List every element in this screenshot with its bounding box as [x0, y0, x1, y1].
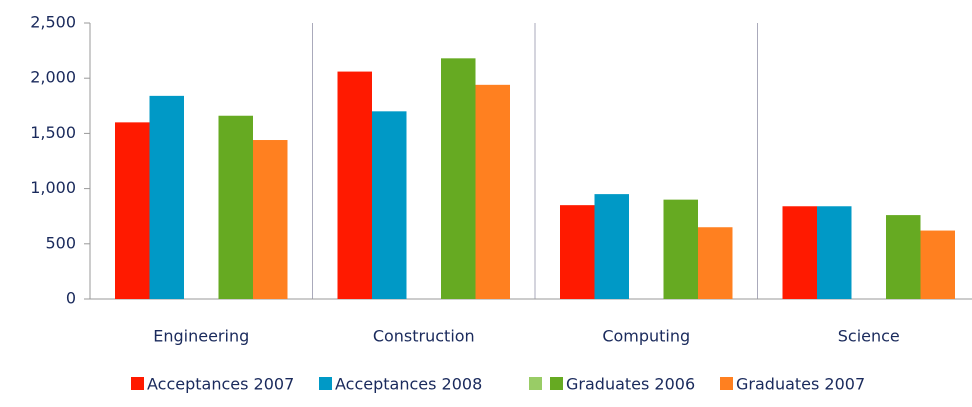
- y-tick-label: 0: [66, 289, 76, 308]
- bar: [817, 206, 852, 299]
- bar: [218, 115, 253, 300]
- bar: [594, 194, 629, 299]
- bar: [441, 58, 476, 299]
- legend-label: Acceptances 2007: [147, 375, 294, 394]
- legend-label: Graduates 2007: [736, 375, 865, 394]
- bar: [920, 230, 955, 299]
- legend-swatch: [529, 377, 542, 390]
- bar: [115, 122, 150, 299]
- legend-swatch: [720, 377, 733, 390]
- x-tick-label: Computing: [602, 327, 690, 346]
- x-tick-label: Engineering: [153, 327, 249, 346]
- bar: [663, 199, 698, 299]
- bar: [149, 95, 184, 299]
- bar: [372, 111, 407, 299]
- y-tick-label: 1,500: [30, 123, 76, 142]
- bar: [253, 140, 288, 299]
- y-tick-label: 500: [45, 233, 76, 252]
- legend-swatch: [131, 377, 144, 390]
- legend-label: Graduates 2006: [566, 375, 695, 394]
- bar: [475, 84, 510, 299]
- bar: [337, 71, 372, 300]
- bar: [782, 206, 817, 299]
- legend-swatch: [319, 377, 332, 390]
- x-tick-label: Construction: [373, 327, 475, 346]
- legend-swatch: [550, 377, 563, 390]
- y-tick-label: 1,000: [30, 178, 76, 197]
- x-tick-label: Science: [838, 327, 900, 346]
- bar: [886, 215, 921, 299]
- legend-label: Acceptances 2008: [335, 375, 482, 394]
- y-tick-label: 2,500: [30, 13, 76, 32]
- bar: [698, 227, 733, 299]
- bar: [560, 205, 595, 299]
- y-tick-label: 2,000: [30, 68, 76, 87]
